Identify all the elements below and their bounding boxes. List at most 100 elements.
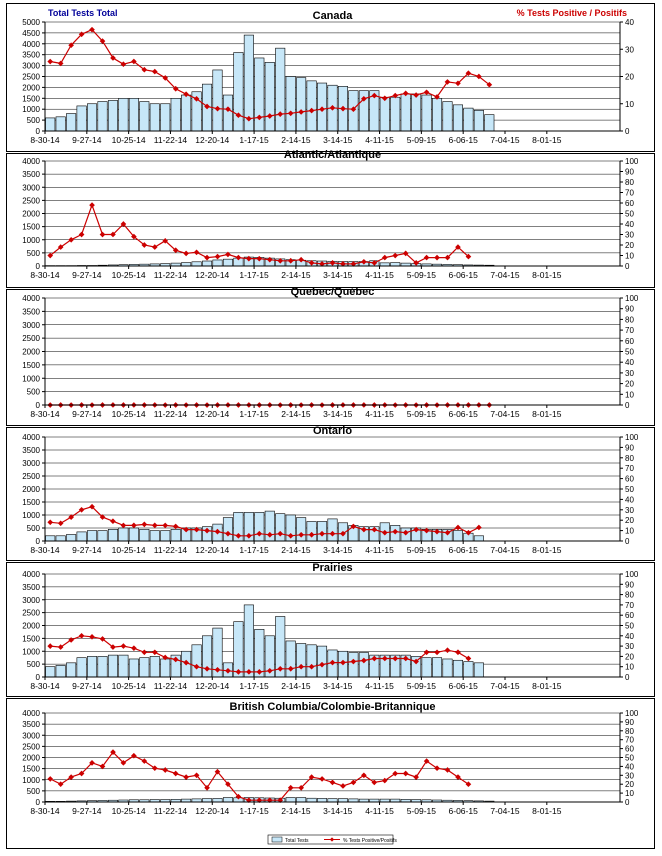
y2-tick-label: 0	[625, 127, 630, 136]
bar-total-tests	[473, 109, 484, 132]
y-tick-label: 1000	[22, 105, 40, 114]
point-positivity	[319, 261, 325, 267]
y-tick-label: 500	[27, 787, 41, 796]
y2-tick-label: 0	[625, 262, 630, 271]
bar-total-tests	[107, 654, 118, 678]
x-tick-label: 6-06-15	[449, 270, 479, 280]
y2-tick-label: 50	[625, 622, 634, 631]
bar-total-tests	[160, 103, 171, 132]
x-tick-label: 3-14-15	[323, 681, 353, 691]
point-positivity	[298, 531, 304, 538]
bar-total-tests	[128, 98, 139, 132]
bar-total-tests	[97, 530, 108, 542]
point-positivity	[235, 669, 242, 675]
point-positivity	[99, 763, 106, 770]
point-positivity	[225, 106, 231, 112]
bar-total-tests	[97, 656, 108, 678]
point-positivity	[308, 260, 315, 266]
x-tick-label: 4-11-15	[365, 409, 394, 419]
bar-total-tests	[452, 530, 463, 542]
x-tick-label: 6-06-15	[449, 135, 479, 145]
y-tick-label: 4000	[22, 157, 40, 166]
chart-title: Canada	[313, 10, 354, 22]
bar-total-tests	[317, 798, 328, 803]
bar-total-tests	[160, 530, 171, 542]
point-positivity	[99, 231, 106, 238]
point-positivity	[225, 781, 231, 787]
x-tick-label: 2-14-15	[281, 545, 311, 555]
bar-total-tests	[118, 98, 129, 132]
y2-tick-label: 50	[625, 754, 634, 763]
y2-tick-label: 60	[625, 611, 634, 620]
bar-total-tests	[327, 798, 338, 803]
x-tick-label: 10-25-14	[112, 270, 146, 280]
point-positivity	[246, 255, 252, 262]
bar-total-tests	[66, 662, 77, 678]
y-tick-label: 2000	[22, 754, 40, 763]
y2-tick-label: 10	[625, 663, 634, 672]
point-positivity	[371, 655, 378, 662]
point-positivity	[392, 770, 399, 777]
y2-tick-label: 20	[625, 780, 634, 789]
y-tick-label: 3500	[22, 170, 40, 179]
point-positivity	[319, 106, 325, 113]
bar-total-tests	[139, 657, 150, 678]
y-tick-label: 1500	[22, 223, 40, 232]
bar-total-tests	[463, 107, 474, 132]
point-positivity	[329, 104, 336, 111]
y-tick-label: 1000	[22, 511, 40, 520]
point-positivity	[413, 260, 419, 266]
x-tick-label: 1-17-15	[239, 270, 269, 280]
point-positivity	[235, 793, 242, 800]
point-positivity	[78, 31, 85, 38]
y-tick-label: 2500	[22, 73, 40, 82]
chart-title: British Columbia/Colombie-Britannique	[230, 701, 436, 713]
x-tick-label: 1-17-15	[239, 409, 269, 419]
bar-total-tests	[327, 518, 338, 542]
y-tick-label: 3500	[22, 583, 40, 592]
point-positivity	[465, 70, 472, 77]
y-tick-label: 4000	[22, 294, 40, 303]
y2-tick-label: 70	[625, 601, 634, 610]
bar-total-tests	[139, 101, 150, 132]
point-positivity	[204, 527, 210, 534]
y-tick-label: 3000	[22, 321, 40, 330]
point-positivity	[277, 257, 284, 264]
point-positivity	[361, 258, 367, 265]
panel-ontario: 0500100015002000250030003500400001020304…	[6, 425, 655, 561]
y2-tick-label: 80	[625, 727, 634, 736]
point-positivity	[350, 779, 357, 786]
x-tick-label: 9-27-14	[72, 681, 102, 691]
panel-frame	[6, 153, 655, 288]
point-positivity	[298, 784, 304, 791]
y-tick-label: 0	[36, 401, 41, 410]
point-positivity	[131, 233, 137, 240]
point-positivity	[151, 649, 158, 656]
x-tick-label: 1-17-15	[239, 681, 269, 691]
y-tick-label: 1500	[22, 498, 40, 507]
x-tick-label: 8-01-15	[532, 545, 562, 555]
bar-total-tests	[55, 116, 66, 132]
bar-total-tests	[118, 527, 129, 542]
bar-total-tests	[149, 530, 160, 542]
y2-tick-label: 10	[625, 527, 634, 536]
bar-total-tests	[66, 534, 77, 542]
x-tick-label: 11-22-14	[154, 270, 188, 280]
point-positivity	[110, 518, 116, 525]
chart-title: Ontario	[313, 425, 352, 437]
point-positivity	[340, 261, 346, 267]
y-tick-label: 0	[36, 262, 41, 271]
point-positivity	[340, 783, 346, 789]
point-positivity	[329, 260, 336, 266]
y2-tick-label: 40	[625, 762, 634, 771]
x-tick-label: 5-09-15	[407, 409, 437, 419]
legend-label-total-tests: Total Tests	[285, 838, 309, 844]
bar-total-tests	[160, 658, 171, 678]
x-tick-label: 7-04-15	[490, 270, 520, 280]
bar-total-tests	[181, 262, 192, 267]
point-positivity	[392, 528, 399, 535]
bar-total-tests	[87, 530, 98, 542]
bar-total-tests	[306, 521, 317, 542]
y2-tick-label: 30	[625, 45, 634, 54]
point-positivity	[413, 526, 419, 533]
